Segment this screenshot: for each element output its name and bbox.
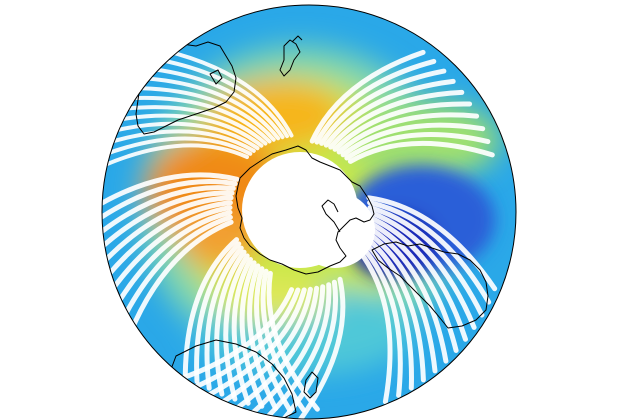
missing-data-swath [107,113,264,148]
missing-data-swath [340,122,486,158]
missing-data-swath [264,282,332,419]
missing-data-swath [367,214,468,342]
australia-outline [135,41,237,135]
missing-data-swath [358,242,403,398]
missing-data-swath [367,205,485,318]
missing-data-swath [319,68,447,146]
missing-data-swath [254,266,292,413]
missing-data-swath [102,143,249,172]
missing-data-swath [102,185,236,242]
missing-data-swath [366,219,459,353]
missing-data-swath [102,129,256,153]
missing-data-swath [309,49,426,144]
missing-data-swath [182,237,240,377]
missing-data-swath [127,86,276,142]
missing-data-swath [232,285,320,413]
missing-data-swath [214,249,247,397]
missing-data-swath [102,195,234,271]
missing-data-swath [161,48,294,138]
missing-data-swath [152,56,289,139]
missing-data-swath [367,200,492,305]
missing-data-swath [127,219,234,336]
missing-data-swath [102,136,253,160]
missing-data-swath [105,205,233,298]
missing-data-swath [366,195,498,292]
missing-data-swath [231,257,253,406]
new-zealand-outline [279,35,303,77]
missing-data-swath [347,140,495,164]
missing-data-swath [102,190,235,257]
missing-data-swath [194,241,242,384]
south-america-outline [371,241,489,329]
missing-data-swath [314,58,437,145]
antarctica-outline [235,145,375,275]
missing-data-swath [336,112,480,155]
polar-gap-extension [295,192,375,268]
missing-data-swath [134,75,281,141]
missing-data-swath [223,253,250,402]
missing-data-swath [143,66,285,140]
missing-data-swath [328,89,465,150]
missing-data-swath [364,229,438,374]
missing-data-swath [204,245,244,391]
globe-border [101,4,517,420]
missing-data-swath [119,214,233,324]
missing-data-swath [365,224,449,364]
missing-data-swath [248,284,326,417]
antarctic-peninsula [321,199,341,233]
missing-data-swath [102,179,238,228]
missing-data-swath [102,121,260,151]
missing-data-swath [323,78,456,148]
missing-data-swath [239,260,265,409]
missing-data-swath [332,101,473,152]
missing-data-swath [102,172,240,213]
missing-data-swath [102,200,233,285]
madagascar-outline [303,371,319,399]
missing-data-swath [344,132,491,161]
missing-data-swath [112,209,233,312]
missing-data-swath [260,268,306,413]
missing-data-swath [119,95,272,144]
missing-data-swath [367,209,477,330]
missing-data-swath [355,246,393,405]
tasmania-outline [209,69,223,85]
missing-data-swath [247,263,279,411]
